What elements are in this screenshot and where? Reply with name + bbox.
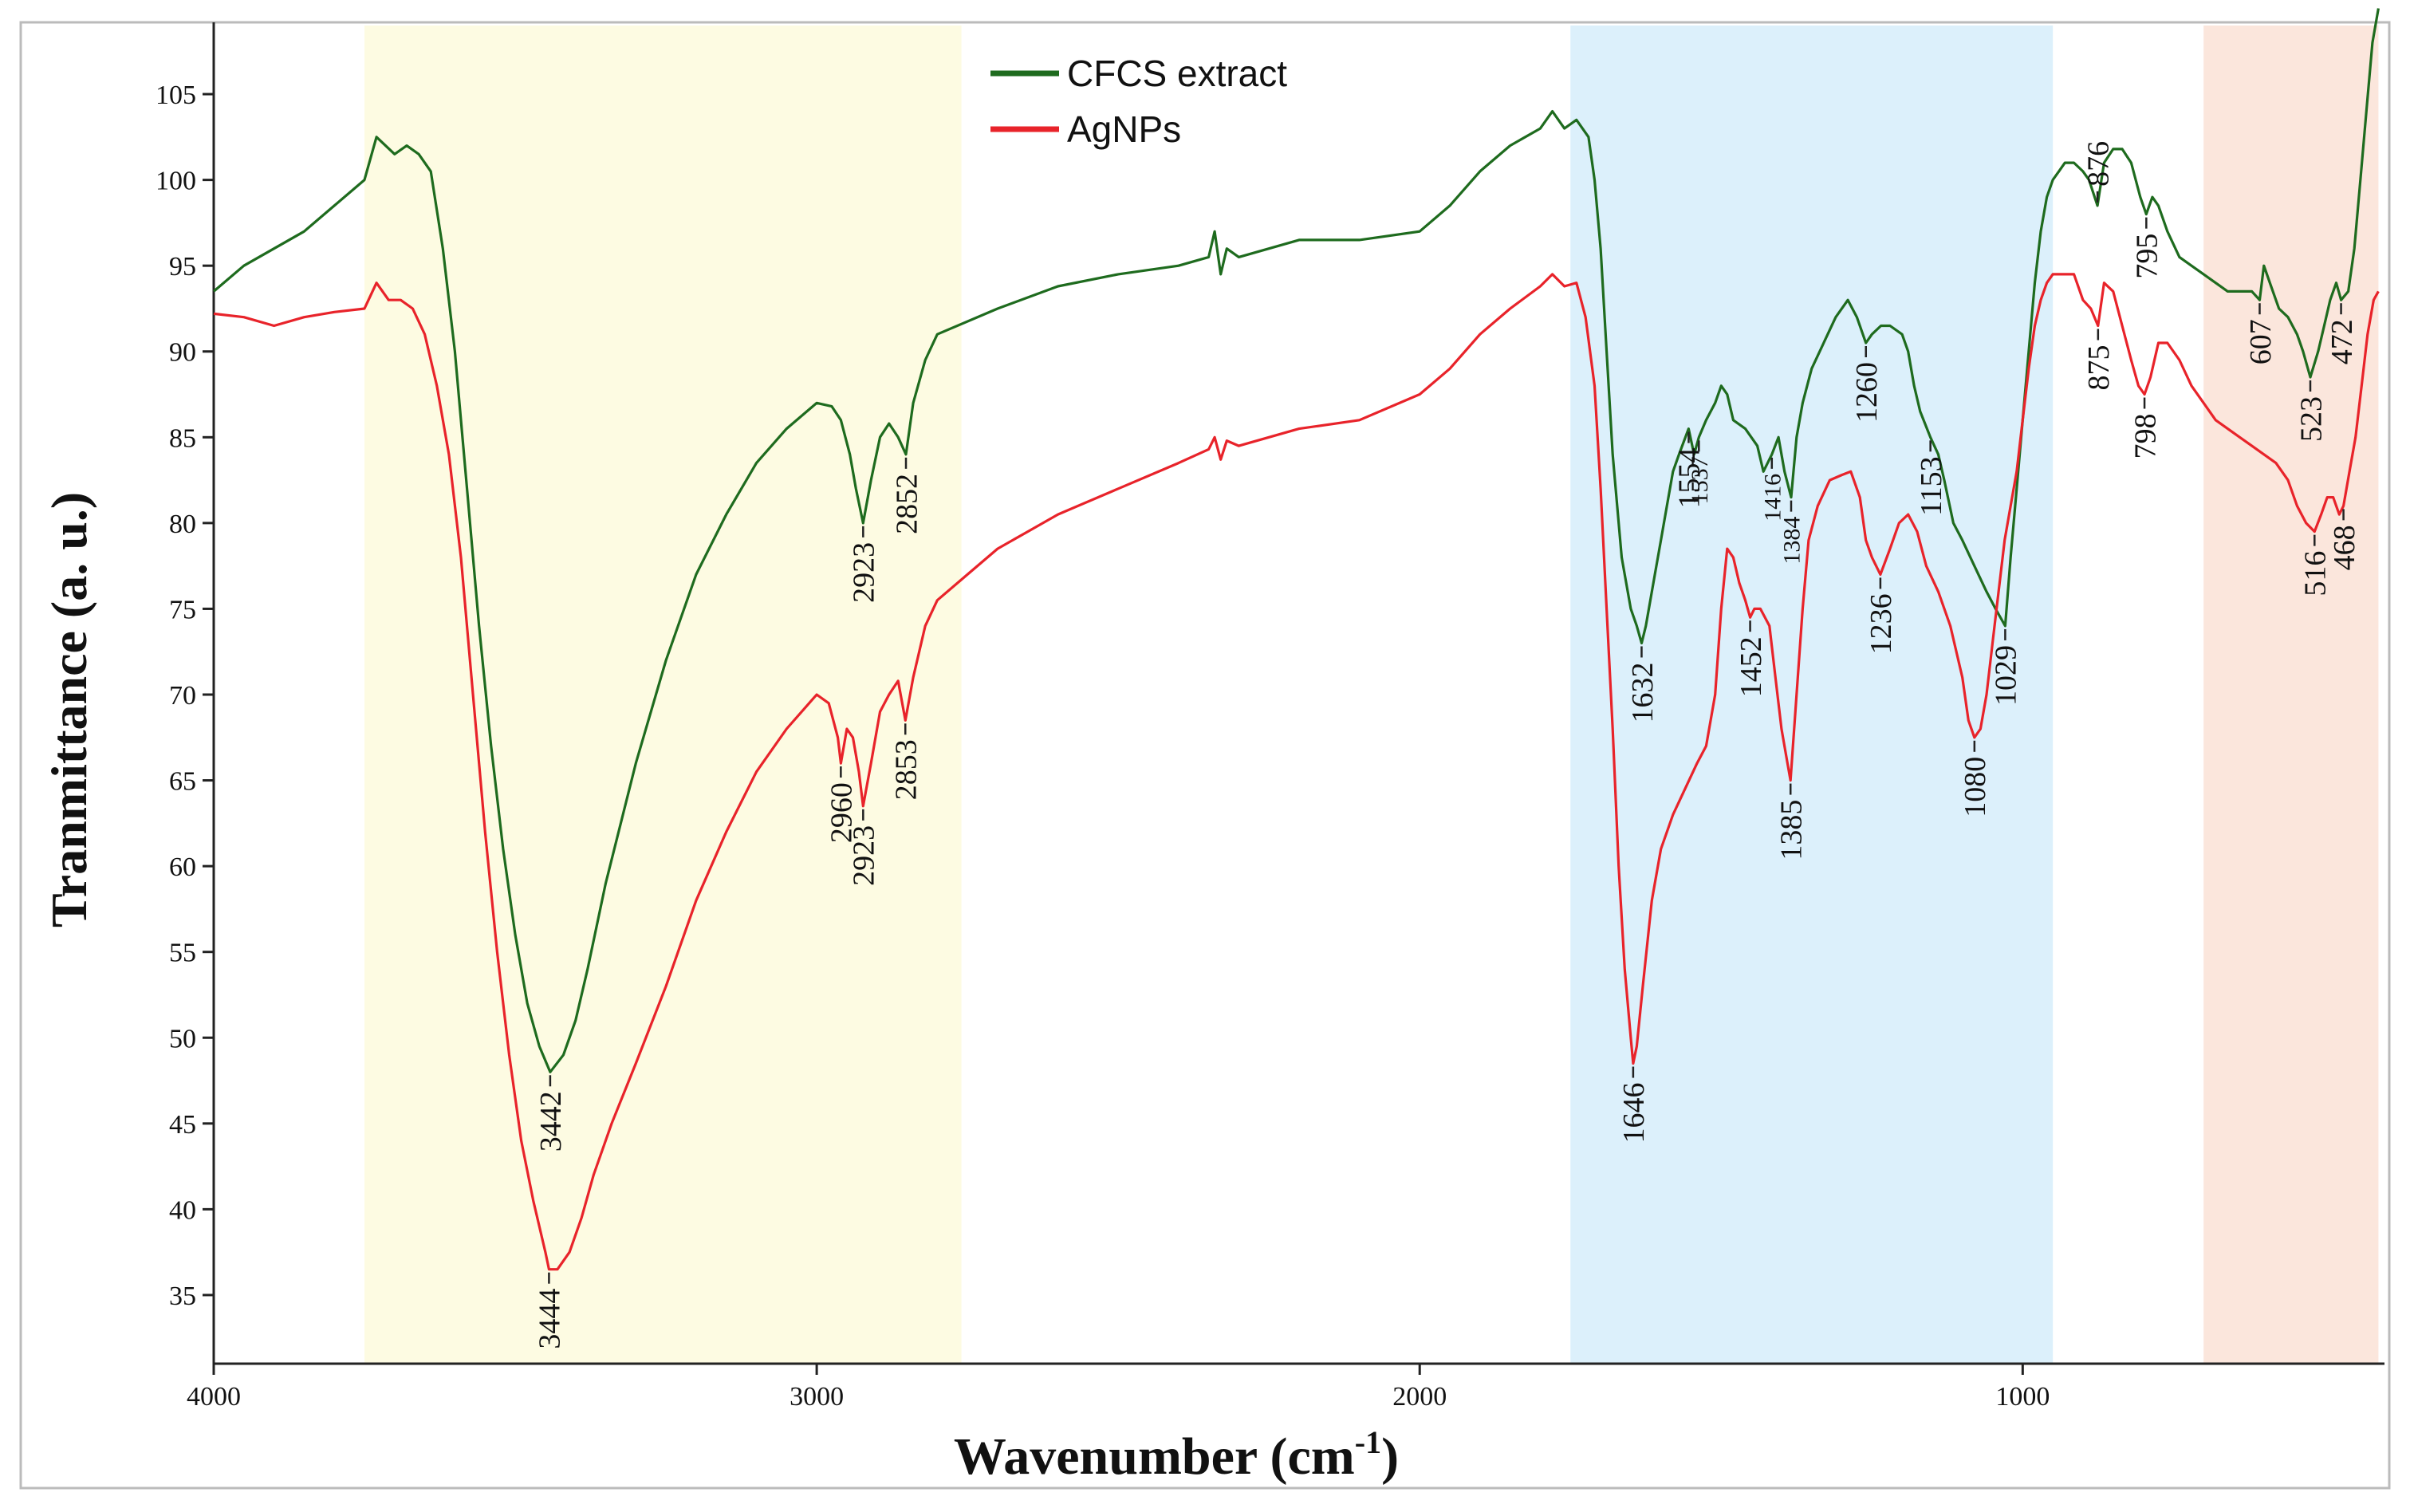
y-tick-label: 55	[169, 939, 196, 968]
legend-label: AgNPs	[1067, 108, 1181, 150]
y-tick-label: 65	[169, 767, 196, 797]
peak-label: 607	[2244, 319, 2278, 364]
peak-label: 468	[2328, 525, 2361, 570]
series-line-cfcs-extract	[212, 8, 2380, 1073]
x-tick-label: 2000	[1392, 1382, 1447, 1412]
peak-label: 798	[2128, 414, 2162, 459]
peak-label: 1537	[1687, 456, 1713, 504]
x-tick-label: 3000	[790, 1382, 844, 1412]
y-tick-label: 85	[169, 423, 196, 453]
peak-label: 1452	[1735, 636, 1768, 697]
x-axis-title: Wavenumber (cm-1)	[954, 1424, 1399, 1486]
peak-label: 2923	[848, 825, 881, 886]
legend-label: CFCS extract	[1067, 53, 1287, 94]
y-tick-label: 60	[169, 852, 196, 882]
peak-label: 3442	[534, 1091, 568, 1152]
peak-label: 1029	[1990, 645, 2023, 706]
peak-label: 795	[2131, 234, 2164, 279]
peak-label: 2852	[890, 474, 923, 534]
y-tick-label: 70	[169, 681, 196, 711]
axes: 35 40 45 50 55 60 65 70 75 80 85 90 95 100 105 4000 3000…	[156, 22, 2384, 1412]
y-tick-label: 45	[169, 1110, 196, 1140]
shaded-bands	[364, 26, 2379, 1364]
peak-label: 1416	[1759, 474, 1786, 522]
y-tick-label: 105	[156, 81, 196, 110]
y-axis-title: Tranmittance (a. u.)	[41, 492, 97, 927]
x-tick-label: 4000	[187, 1382, 241, 1412]
series-lines	[212, 8, 2380, 1271]
peak-labels: 3442344429232852296029232853163216461554…	[534, 141, 2361, 1349]
y-tick-label: 90	[169, 338, 196, 368]
peak-label: 1385	[1775, 800, 1809, 860]
peak-label: 2960	[825, 782, 859, 843]
peak-label: 2853	[890, 739, 923, 800]
peak-label: 472	[2325, 319, 2359, 364]
peak-label: 1646	[1617, 1083, 1651, 1144]
peak-label: 1080	[1959, 757, 1992, 817]
peak-label: 1632	[1626, 662, 1660, 723]
y-tick-label: 100	[156, 167, 196, 196]
band-2	[2203, 26, 2379, 1364]
peak-label: 1153	[1915, 456, 1948, 516]
outer-frame	[19, 21, 2391, 1490]
y-tick-label: 95	[169, 252, 196, 282]
band-1	[1570, 26, 2054, 1364]
x-tick-label: 1000	[1995, 1382, 2050, 1412]
y-tick-label: 80	[169, 510, 196, 539]
series-line-agnps	[213, 273, 2380, 1271]
y-tick-label: 50	[169, 1024, 196, 1053]
y-tick-label: 35	[169, 1282, 196, 1311]
peak-label: 2923	[848, 542, 881, 603]
peak-label: 3444	[534, 1289, 567, 1349]
y-tick-label: 75	[169, 595, 196, 624]
peak-label: 1554	[1673, 448, 1707, 509]
peak-label: 523	[2294, 396, 2328, 442]
peak-label: 1236	[1865, 593, 1898, 654]
peak-label: 1384	[1778, 517, 1805, 565]
peak-label: 1260	[1850, 362, 1884, 423]
y-tick-label: 40	[169, 1195, 196, 1225]
band-0	[364, 26, 962, 1364]
peak-label: 875	[2082, 345, 2116, 390]
peak-label: 516	[2299, 551, 2333, 597]
legend: CFCS extract AgNPs	[990, 53, 1287, 150]
peak-label: 876	[2081, 141, 2115, 187]
